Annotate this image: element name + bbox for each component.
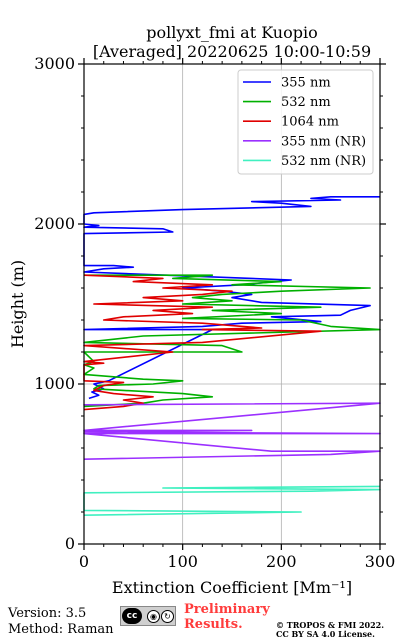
cc-license-badge: cc ◉ ↻ [120, 606, 176, 626]
legend-label: 355 nm [281, 76, 331, 91]
y-tick-label: 2000 [34, 214, 75, 233]
legend-label: 355 nm (NR) [281, 134, 366, 149]
series-line-355-nm-nr [83, 402, 381, 460]
x-tick-label: 100 [167, 552, 198, 571]
legend-label: 1064 nm [281, 115, 339, 130]
legend-label: 532 nm [281, 95, 331, 110]
x-tick-label: 0 [79, 552, 89, 571]
y-axis-label: Height (m) [8, 260, 27, 348]
chart-title: pollyxt_fmi at Kuopio [146, 23, 317, 42]
series-line-1064-nm [83, 274, 322, 411]
copyright-line1: © TROPOS & FMI 2022. [276, 620, 385, 630]
copyright-line2: CC BY SA 4.0 License. [276, 629, 375, 639]
legend: 355 nm 532 nm 1064 nm 355 nm (NR) 532 nm (NR… [237, 69, 374, 175]
series-line-532-nm [83, 274, 381, 408]
cc-logo: cc [122, 608, 142, 624]
chart-subtitle: [Averaged] 20220625 10:00-10:59 [93, 42, 371, 61]
version-text: Version: 3.5 [8, 606, 87, 621]
preliminary-text-line1: Preliminary [184, 602, 270, 617]
method-text: Method: Raman [8, 622, 114, 637]
x-axis-label: Extinction Coefficient [Mm⁻¹] [112, 578, 352, 597]
x-tick-label: 300 [365, 552, 396, 571]
attribution-icon: ◉ [147, 610, 160, 623]
plot-frame [83, 63, 381, 545]
legend-label: 532 nm (NR) [281, 154, 366, 169]
series-line-355-nm [83, 196, 380, 400]
x-tick-label: 200 [266, 552, 297, 571]
y-tick-label: 3000 [34, 54, 75, 73]
y-tick-label: 0 [65, 534, 75, 553]
series-group [83, 196, 381, 516]
preliminary-text-line2: Results. [184, 617, 243, 632]
share-alike-icon: ↻ [161, 610, 174, 623]
series-line-532-nm-nr [83, 485, 381, 516]
y-tick-label: 1000 [34, 374, 75, 393]
legend-box [237, 69, 374, 175]
